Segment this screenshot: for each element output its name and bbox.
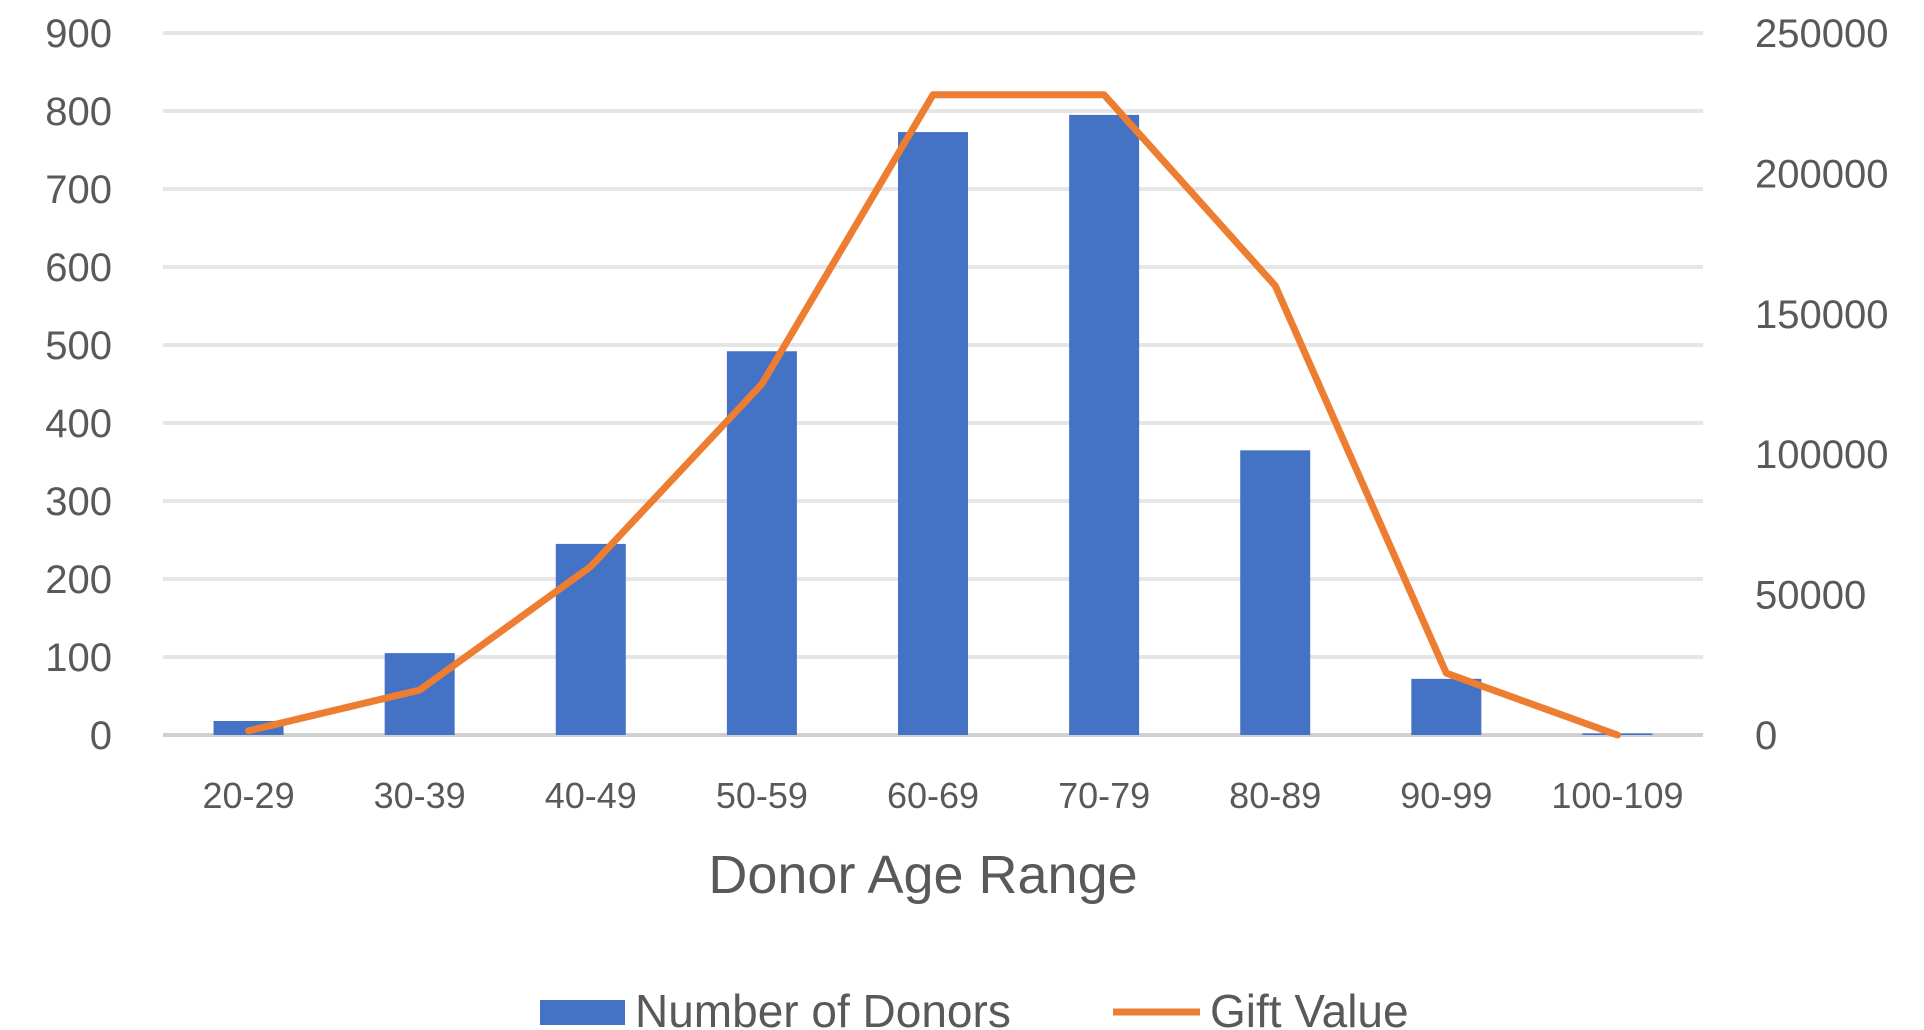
bar <box>1411 678 1482 735</box>
left-tick-label: 600 <box>45 246 112 290</box>
x-tick-label: 30-39 <box>374 775 466 816</box>
left-axis-ticks: 0 100 200 300 400 500 600 700 800 900 <box>45 12 112 758</box>
x-tick-label: 70-79 <box>1058 775 1150 816</box>
right-tick-label: 200000 <box>1755 152 1888 196</box>
legend-label-gift-value: Gift Value <box>1210 985 1409 1030</box>
bar-series-number-of-donors <box>213 114 1653 735</box>
x-tick-label: 40-49 <box>545 775 637 816</box>
left-tick-label: 500 <box>45 324 112 368</box>
x-tick-label: 60-69 <box>887 775 979 816</box>
bar <box>898 132 968 735</box>
bar <box>1069 114 1140 735</box>
left-tick-label: 200 <box>45 558 112 602</box>
bar <box>1240 450 1311 735</box>
left-tick-label: 400 <box>45 402 112 446</box>
right-axis-ticks: 0 50000 100000 150000 200000 250000 <box>1755 12 1888 758</box>
left-tick-label: 700 <box>45 168 112 212</box>
bar <box>726 351 797 735</box>
left-tick-label: 900 <box>45 12 112 56</box>
x-axis-title: Donor Age Range <box>708 845 1137 905</box>
legend-label-number-of-donors: Number of Donors <box>635 985 1011 1030</box>
legend-swatch-number-of-donors <box>540 1000 625 1025</box>
line-series-gift-value <box>245 91 1621 739</box>
legend: Number of Donors Gift Value <box>540 985 1409 1030</box>
x-tick-label: 80-89 <box>1229 775 1321 816</box>
x-tick-label: 100-109 <box>1551 775 1683 816</box>
right-tick-label: 150000 <box>1755 293 1888 337</box>
x-axis-ticks: 20-29 30-39 40-49 50-59 60-69 70-79 80-89 90-99… <box>203 775 1684 816</box>
bar <box>555 543 626 735</box>
left-tick-label: 800 <box>45 90 112 134</box>
left-tick-label: 100 <box>45 636 112 680</box>
x-tick-label: 20-29 <box>203 775 295 816</box>
right-tick-label: 0 <box>1755 714 1777 758</box>
right-tick-label: 250000 <box>1755 12 1888 56</box>
left-tick-label: 300 <box>45 480 112 524</box>
x-tick-label: 50-59 <box>716 775 808 816</box>
right-tick-label: 50000 <box>1755 574 1866 618</box>
left-tick-label: 0 <box>90 714 112 758</box>
right-tick-label: 100000 <box>1755 433 1888 477</box>
x-tick-label: 90-99 <box>1400 775 1492 816</box>
